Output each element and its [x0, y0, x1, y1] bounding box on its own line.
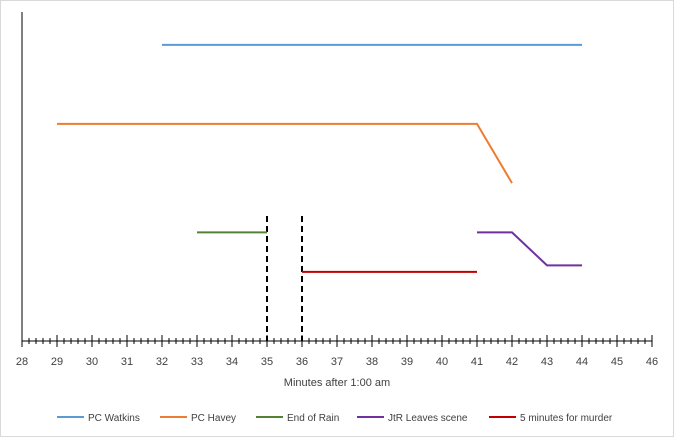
x-tick-label: 38: [366, 356, 378, 368]
x-tick-label: 36: [296, 356, 308, 368]
x-tick-label: 28: [16, 356, 28, 368]
x-axis-title: Minutes after 1:00 am: [284, 377, 390, 389]
legend: PC Watkins PC Havey End of Rain JtR Leaves …: [57, 413, 613, 424]
legend-label: PC Watkins: [88, 413, 140, 424]
x-tick-label: 30: [86, 356, 98, 368]
x-tick-label: 32: [156, 356, 168, 368]
x-tick-label: 42: [506, 356, 518, 368]
x-tick-label: 34: [226, 356, 238, 368]
x-tick-label: 35: [261, 356, 273, 368]
series-line: [477, 231, 582, 267]
legend-label: JtR Leaves scene: [388, 413, 468, 424]
x-tick-label: 43: [541, 356, 553, 368]
series-line: [57, 122, 513, 184]
x-tick-label: 39: [401, 356, 413, 368]
x-tick-label: 29: [51, 356, 63, 368]
x-tick-label: 41: [471, 356, 483, 368]
x-tick-label: 33: [191, 356, 203, 368]
x-tick-label: 40: [436, 356, 448, 368]
series-lines: [57, 43, 582, 273]
legend-label: End of Rain: [287, 413, 339, 424]
reference-markers: [266, 215, 303, 341]
legend-label: PC Havey: [191, 413, 236, 424]
x-tick-label: 44: [576, 356, 588, 368]
legend-label: 5 minutes for murder: [520, 413, 613, 424]
x-tick-label: 45: [611, 356, 623, 368]
x-tick-label: 31: [121, 356, 133, 368]
x-tick-label: 37: [331, 356, 343, 368]
x-axis-tick-labels: 28 29 30 31 32 33 34 35 36 37 38 39 40 41 42 43 44 45 46: [16, 356, 658, 368]
x-tick-label: 46: [646, 356, 658, 368]
